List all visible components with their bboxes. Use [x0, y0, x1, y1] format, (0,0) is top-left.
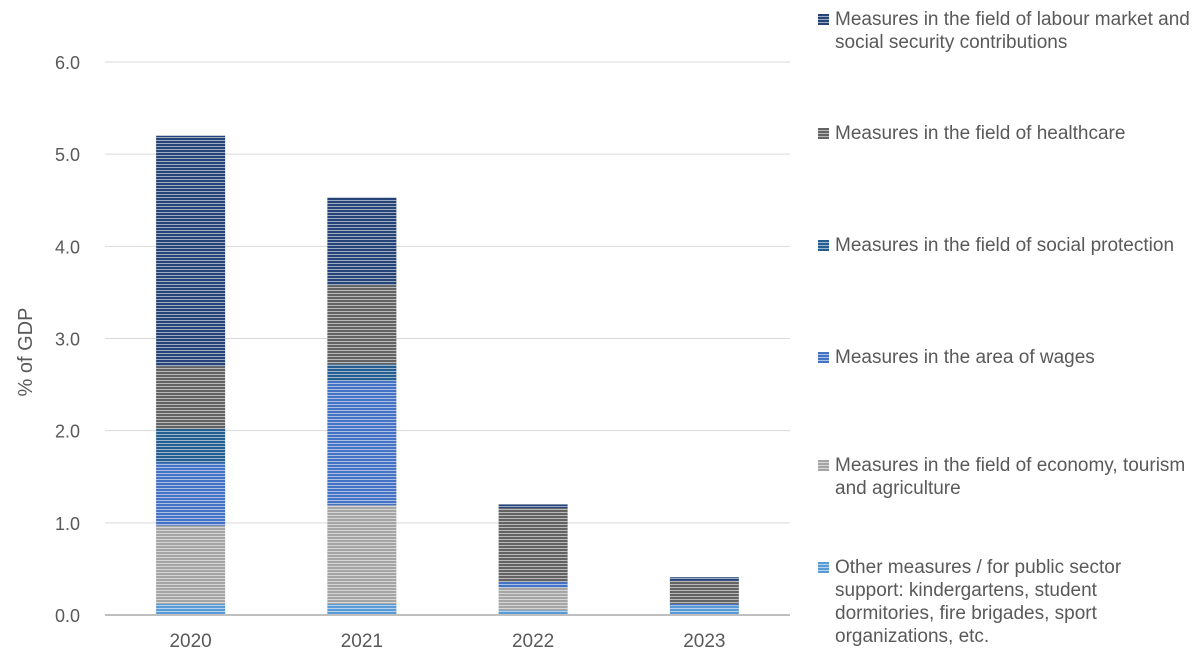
bar-segment-texture [156, 366, 226, 429]
y-tick-label: 2.0 [55, 422, 80, 442]
bar-segment-texture [156, 135, 226, 367]
bar-segment-texture [498, 581, 568, 588]
y-axis-title: % of GDP [15, 308, 37, 397]
bar-segment-texture [327, 603, 397, 615]
legend-label: Measures in the field of labour market a… [835, 9, 1190, 53]
bar-segment-texture [498, 610, 568, 615]
bar-segment-texture [669, 605, 739, 615]
y-tick-label: 3.0 [55, 330, 80, 350]
legend-label: Other measures / for public sector suppo… [835, 557, 1122, 647]
legend-swatch [818, 240, 829, 251]
bar-segment-texture [498, 587, 568, 611]
x-tick-label: 2020 [169, 631, 211, 652]
x-tick-label: 2023 [683, 631, 725, 652]
legend-swatch [818, 562, 829, 573]
bar-segment-texture [327, 505, 397, 604]
stacked-bar-chart: 0.0 1.0 2.0 3.0 4.0 5.0 6.0 2020 2021 2022 2023 % … [15, 53, 790, 652]
legend-item: Measures in the field of healthcare [818, 122, 1198, 145]
y-tick-label: 0.0 [55, 606, 80, 626]
bar-segment-texture [156, 462, 226, 526]
legend-label: Measures in the field of healthcare [835, 123, 1126, 144]
bar-segment-texture [669, 577, 739, 581]
bar-segment-texture [156, 428, 226, 463]
y-tick-label: 1.0 [55, 514, 80, 534]
y-tick-label: 6.0 [55, 53, 80, 73]
y-tick-label: 4.0 [55, 237, 80, 257]
bar-segment-texture [156, 603, 226, 615]
legend-swatch [818, 460, 829, 471]
bar-segment-texture [498, 504, 568, 509]
legend-label: Measures in the area of wages [835, 347, 1095, 368]
legend-swatch [818, 128, 829, 139]
bar-segment-texture [498, 508, 568, 582]
bar-segment-texture [327, 380, 397, 506]
legend-swatch [818, 352, 829, 363]
bar-segment-texture [327, 197, 397, 286]
legend-label: Measures in the field of social protecti… [835, 235, 1175, 256]
bar-segment-texture [327, 364, 397, 381]
bar-segment-texture [669, 603, 739, 606]
legend-item: Measures in the field of social protecti… [818, 234, 1198, 257]
legend-item: Measures in the area of wages [818, 346, 1198, 369]
bars [156, 135, 739, 615]
x-tick-label: 2021 [341, 631, 383, 652]
legend-item: Measures in the field of labour market a… [818, 8, 1198, 54]
bar-segment-texture [669, 580, 739, 604]
legend-item: Other measures / for public sector suppo… [818, 556, 1198, 648]
legend: Measures in the field of labour market a… [818, 0, 1201, 664]
x-tick-label: 2022 [512, 631, 554, 652]
legend-item: Measures in the field of economy, touris… [818, 454, 1198, 500]
legend-swatch [818, 14, 829, 25]
chart-area: 0.0 1.0 2.0 3.0 4.0 5.0 6.0 2020 2021 2022 2023 % … [15, 53, 790, 652]
y-tick-label: 5.0 [55, 145, 80, 165]
legend-label: Measures in the field of economy, touris… [835, 455, 1186, 499]
bar-segment-texture [327, 285, 397, 365]
bar-segment-texture [156, 525, 226, 604]
axes: 0.0 1.0 2.0 3.0 4.0 5.0 6.0 2020 2021 2022 2023 [55, 53, 790, 652]
